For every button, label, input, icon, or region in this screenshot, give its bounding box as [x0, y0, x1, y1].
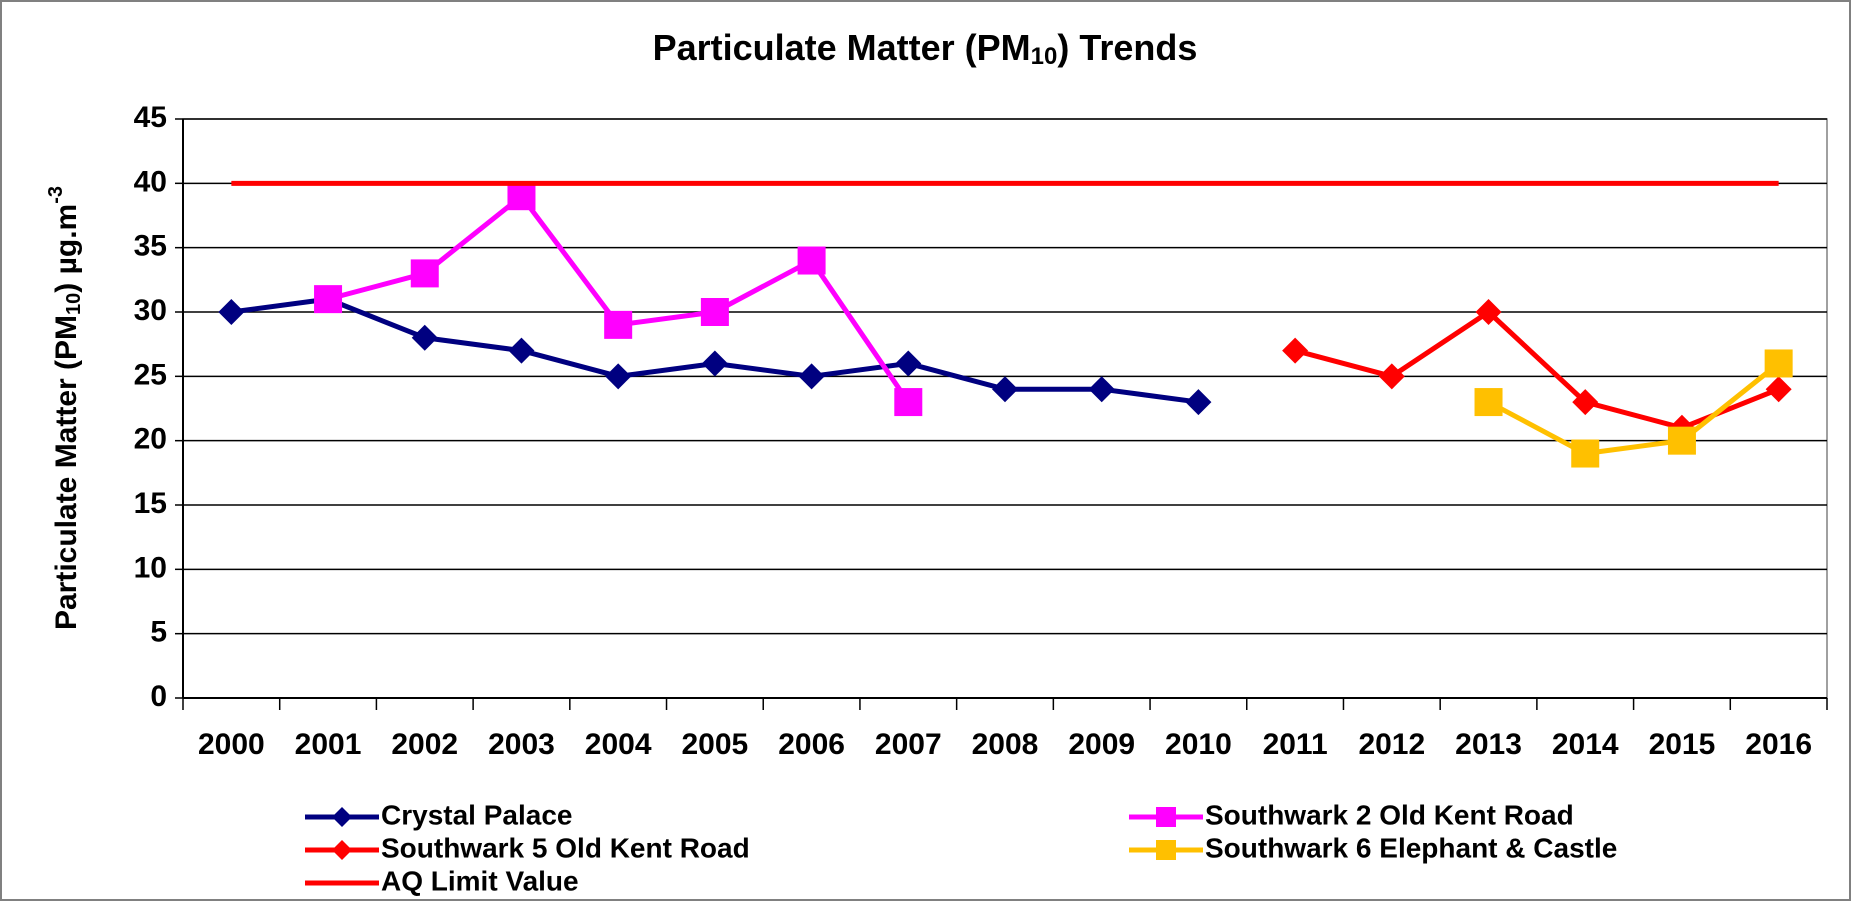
x-tick-label: 2009: [1068, 728, 1135, 761]
x-tick-label: 2012: [1358, 728, 1425, 761]
legend-label: Southwark 2 Old Kent Road: [1205, 799, 1574, 830]
x-tick-label: 2015: [1649, 728, 1716, 761]
diamond-marker: [798, 363, 825, 390]
x-tick-label: 2000: [198, 728, 265, 761]
x-tick-label: 2005: [682, 728, 749, 761]
x-tick-label: 2010: [1165, 728, 1232, 761]
square-marker: [410, 259, 439, 288]
legend-marker: [332, 807, 352, 827]
x-tick-label: 2007: [875, 728, 942, 761]
square-marker: [1474, 388, 1503, 417]
x-tick-label: 2001: [295, 728, 362, 761]
x-tick-label: 2003: [488, 728, 555, 761]
series-line: [1294, 309, 1780, 431]
legend-label: Crystal Palace: [381, 799, 572, 830]
square-marker: [314, 285, 343, 314]
square-marker: [507, 182, 536, 211]
y-tick-label: 15: [134, 487, 167, 520]
diamond-marker: [1572, 389, 1599, 416]
title-part: Particulate Matter (PM: [653, 27, 1031, 68]
diamond-marker: [508, 337, 535, 364]
x-tick-label: 2008: [972, 728, 1039, 761]
diamond-marker: [1378, 363, 1405, 390]
y-label-subscript: 10: [63, 293, 85, 315]
square-marker: [1667, 426, 1696, 455]
diamond-marker: [992, 376, 1018, 403]
y-tick-label: 5: [150, 616, 167, 649]
legend-marker: [1156, 807, 1176, 827]
y-label-part: Particulate Matter (PM: [50, 315, 83, 630]
x-tick-label: 2011: [1263, 728, 1328, 761]
diamond-marker: [701, 350, 728, 377]
diamond-marker: [218, 299, 245, 325]
square-marker: [700, 298, 729, 326]
title-subscript: 10: [1031, 43, 1058, 70]
y-tick-label: 20: [134, 423, 167, 456]
chart-title: Particulate Matter (PM10) Trends: [653, 27, 1198, 71]
y-tick-label: 35: [134, 230, 167, 263]
x-tick-label: 2014: [1552, 728, 1619, 761]
title-part: ) Trends: [1057, 27, 1197, 68]
legend-label: AQ Limit Value: [381, 865, 579, 896]
x-tick-label: 2013: [1455, 728, 1522, 761]
series-line: [1487, 361, 1781, 457]
diamond-marker: [1282, 337, 1309, 364]
x-tick-label: 2006: [778, 728, 845, 761]
y-tick-label: 25: [134, 358, 167, 391]
y-axis-label: Particulate Matter (PM10) µg.m-3: [45, 186, 85, 630]
y-tick-label: 0: [150, 680, 167, 713]
plot-area: [182, 118, 1828, 699]
diamond-marker: [1185, 389, 1212, 416]
diamond-marker: [605, 363, 632, 390]
diamond-marker: [411, 324, 438, 351]
diamond-marker: [895, 350, 922, 377]
x-tick-label: 2002: [391, 728, 458, 761]
y-tick-label: 10: [134, 551, 167, 584]
y-label-superscript: -3: [45, 186, 67, 204]
diamond-marker: [1088, 376, 1115, 403]
x-tick-label: 2004: [585, 728, 652, 761]
y-label-part: ) µg.m: [50, 204, 83, 293]
legend-marker: [332, 840, 352, 860]
square-marker: [1571, 439, 1600, 468]
square-marker: [894, 388, 923, 417]
diamond-marker: [1475, 299, 1502, 325]
square-marker: [1764, 349, 1793, 378]
legend-marker: [1156, 840, 1176, 860]
y-tick-label: 45: [134, 101, 167, 134]
legend-label: Southwark 5 Old Kent Road: [381, 832, 750, 863]
legend-label: Southwark 6 Elephant & Castle: [1205, 832, 1617, 863]
diamond-marker: [1765, 376, 1792, 403]
y-tick-label: 40: [134, 165, 167, 198]
square-marker: [604, 310, 633, 339]
y-tick-label: 30: [134, 294, 167, 327]
square-marker: [797, 246, 826, 275]
x-tick-label: 2016: [1745, 728, 1812, 761]
